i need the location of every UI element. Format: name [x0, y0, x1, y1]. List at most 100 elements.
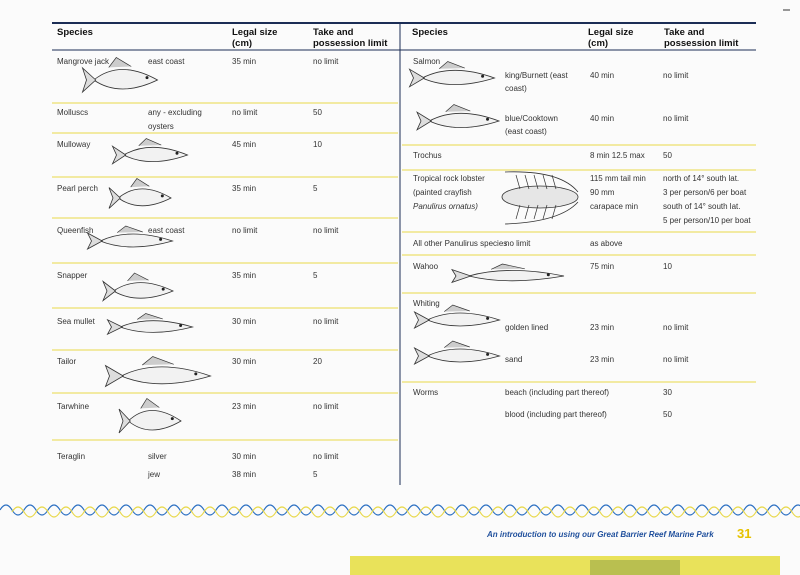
- limit-cell: 20: [313, 357, 322, 366]
- fish-tail: [81, 66, 97, 94]
- size-cell: 23 min: [232, 402, 257, 411]
- fish-fin: [127, 272, 149, 282]
- fish-tail: [104, 364, 125, 388]
- limit-cell: 50: [663, 151, 672, 160]
- note-cell: king/Burnett (east: [505, 71, 568, 80]
- size-cell: carapace min: [590, 202, 639, 211]
- bottom-strip: [350, 556, 780, 575]
- limit-cell: 3 per person/6 per boat: [663, 188, 747, 197]
- fish-illustration: [99, 233, 174, 248]
- size-cell: 30 min: [232, 357, 257, 366]
- note-cell: coast): [505, 84, 527, 93]
- limit-cell: 50: [313, 108, 322, 117]
- fish-illustration: [117, 188, 172, 207]
- species-cell: Worms: [413, 388, 439, 397]
- species-cell: Mulloway: [57, 140, 91, 149]
- limit-cell: north of 14° south lat.: [663, 174, 740, 183]
- note-cell: blood (including part thereof): [505, 410, 607, 419]
- column-header: Species: [412, 27, 448, 38]
- size-cell: 30 min: [232, 452, 257, 461]
- fish-illustration: [467, 270, 565, 282]
- limit-cell: 5: [313, 271, 318, 280]
- limit-cell: 5: [313, 470, 318, 479]
- limit-cell: no limit: [313, 57, 339, 66]
- fish-fin: [108, 57, 132, 68]
- column-header: Legal size (cm): [588, 27, 634, 49]
- species-cell: Salmon: [413, 57, 441, 66]
- fish-fin: [491, 263, 525, 270]
- species-cell: Queenfish: [57, 226, 94, 235]
- limit-cell: no limit: [663, 323, 689, 332]
- note-cell: any - excluding: [148, 108, 202, 117]
- bottom-strip-shade: [590, 560, 680, 575]
- fish-eye: [145, 76, 149, 80]
- species-cell: Pearl perch: [57, 184, 98, 193]
- lobster-leg: [515, 174, 521, 220]
- note-cell: east coast: [148, 57, 185, 66]
- species-cell: (painted crayfish: [413, 188, 472, 197]
- species-cell: Teraglin: [57, 452, 86, 461]
- fish-eye: [170, 417, 174, 421]
- fish-tail: [416, 111, 433, 131]
- fish-tail: [111, 145, 127, 165]
- limit-cell: no limit: [313, 226, 339, 235]
- note-cell: no limit: [505, 239, 531, 248]
- fish-tail: [413, 311, 431, 329]
- fish-tail: [102, 280, 117, 302]
- limit-cell: 30: [663, 388, 672, 397]
- fish-eye: [160, 194, 164, 198]
- fish-fin: [117, 225, 143, 233]
- species-cell: Tarwhine: [57, 402, 90, 411]
- lobster-leg: [524, 174, 530, 220]
- fish-illustration: [112, 282, 174, 299]
- species-cell: Wahoo: [413, 262, 439, 271]
- fish-fin: [439, 61, 465, 70]
- fish-tail: [118, 408, 131, 434]
- size-cell: no limit: [232, 226, 258, 235]
- limit-cell: no limit: [313, 317, 339, 326]
- fish-fin: [444, 340, 470, 348]
- fish-fin: [137, 313, 163, 320]
- limit-cell: south of 14° south lat.: [663, 202, 741, 211]
- size-cell: no limit: [232, 108, 258, 117]
- fish-eye: [546, 273, 550, 277]
- size-cell: as above: [590, 239, 623, 248]
- fish-illustration: [428, 112, 501, 128]
- wave-blue: [0, 504, 800, 516]
- wave-yellow: [11, 506, 800, 518]
- note-cell: jew: [148, 470, 161, 479]
- column-header: Take and possession limit: [313, 27, 388, 49]
- fish-fin: [138, 138, 162, 147]
- fish-eye: [486, 352, 490, 356]
- fish-eye: [481, 74, 485, 78]
- fish-fin: [140, 397, 160, 409]
- fish-eye: [175, 151, 179, 155]
- size-cell: 40 min: [590, 114, 615, 123]
- species-cell: Trochus: [413, 151, 442, 160]
- size-cell: 23 min: [590, 355, 615, 364]
- limit-cell: no limit: [663, 355, 689, 364]
- column-header: Species: [57, 27, 93, 38]
- fish-tail: [106, 318, 124, 336]
- column-header: Take and possession limit: [664, 27, 739, 49]
- fish-fin: [130, 178, 150, 188]
- limit-cell: 5: [313, 184, 318, 193]
- species-cell: Tailor: [57, 357, 77, 366]
- size-cell: 115 mm tail min: [590, 174, 646, 183]
- column-header: Legal size (cm): [232, 27, 278, 49]
- note-cell: east coast: [148, 226, 185, 235]
- fish-fin: [444, 304, 470, 312]
- fish-eye: [486, 117, 490, 121]
- fish-eye: [179, 324, 183, 328]
- fish-illustration: [93, 69, 159, 90]
- size-cell: 38 min: [232, 470, 257, 479]
- limit-cell: 10: [313, 140, 322, 149]
- fish-fin: [142, 356, 174, 366]
- note-cell: (east coast): [505, 127, 547, 136]
- limit-cell: no limit: [663, 71, 689, 80]
- species-cell: Panulirus ornatus): [413, 202, 478, 211]
- fish-illustration: [426, 312, 501, 327]
- size-cell: 90 mm: [590, 188, 615, 197]
- limit-cell: no limit: [663, 114, 689, 123]
- note-cell: sand: [505, 355, 523, 364]
